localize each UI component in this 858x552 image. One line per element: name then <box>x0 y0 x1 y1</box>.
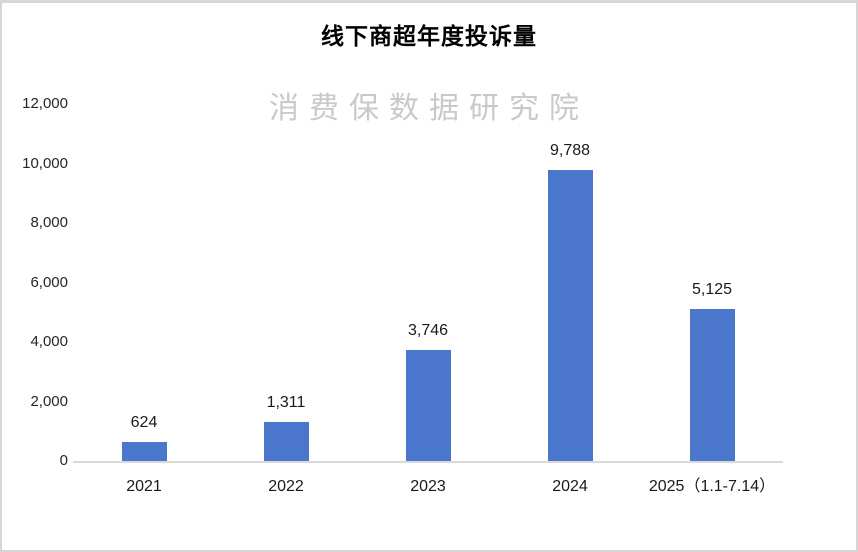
y-axis-tick-label: 6,000 <box>30 273 68 291</box>
bar-category-label: 2022 <box>268 478 304 495</box>
y-axis-tick-label: 2,000 <box>30 392 68 410</box>
y-axis-tick-label: 4,000 <box>30 333 68 350</box>
bar <box>547 170 593 461</box>
bar-value-label: 5,125 <box>691 281 733 298</box>
x-axis-line <box>73 461 783 463</box>
bar <box>263 422 309 461</box>
bar-value-label: 1,311 <box>266 394 306 411</box>
bar-value-label: 9,788 <box>549 142 591 159</box>
bar-category-label: 2021 <box>126 478 162 495</box>
bar-category-label: 2024 <box>552 478 588 495</box>
chart-title: 线下商超年度投诉量 <box>321 23 537 49</box>
y-axis-tick-label: 10,000 <box>22 154 68 172</box>
bar-category-label: 2025（1.1-7.14） <box>648 478 776 495</box>
bar <box>121 442 167 461</box>
bar-value-label: 3,746 <box>407 322 449 339</box>
bar-value-label: 624 <box>130 414 158 431</box>
y-axis-tick-label: 12,000 <box>22 95 68 112</box>
watermark-text: 消费保数据研究院 <box>269 92 589 125</box>
bar-category-label: 2023 <box>410 478 446 495</box>
bar <box>689 309 735 461</box>
bar <box>405 350 451 461</box>
y-axis-tick-label: 0 <box>59 452 68 469</box>
y-axis-tick-label: 8,000 <box>30 214 68 231</box>
